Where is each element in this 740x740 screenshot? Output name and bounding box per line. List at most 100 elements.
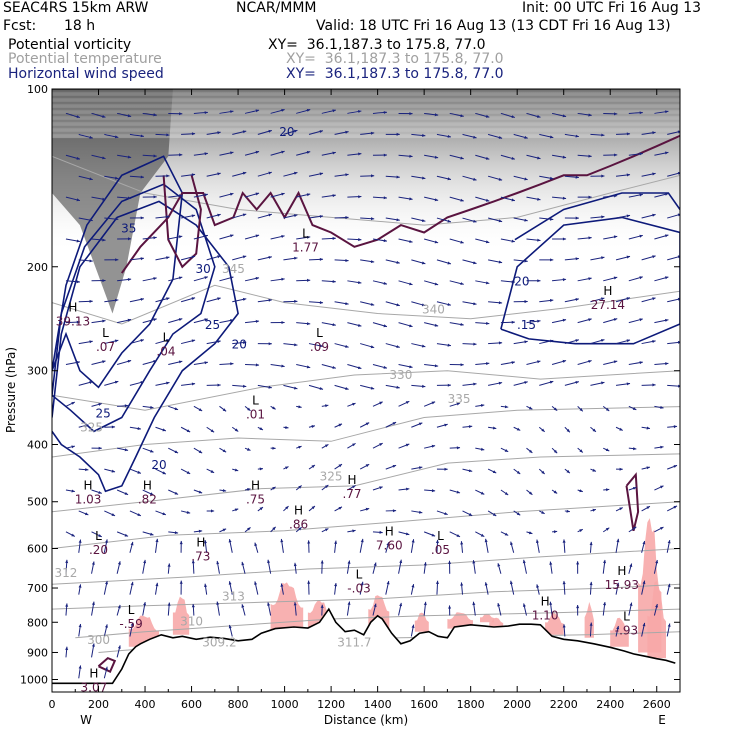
wind-vector-head: [373, 603, 377, 608]
wind-vector-head: [84, 424, 89, 428]
pv-extremum-kind: H: [294, 504, 303, 518]
wind-vector-head: [516, 512, 521, 516]
wind-vector-head: [639, 234, 643, 238]
wind-vector-head: [601, 174, 605, 178]
wind-vector-head: [392, 509, 397, 513]
terrain: [52, 607, 680, 692]
wind-vector-head: [497, 603, 501, 607]
wind-vector-head: [579, 408, 583, 412]
pv-extremum-kind: H: [348, 473, 357, 487]
wind-vector-head: [473, 135, 477, 139]
wind-vector-head: [243, 384, 247, 388]
wind-vector-head: [140, 175, 144, 179]
wind-vector-head: [128, 237, 132, 241]
pv-contour: [120, 134, 680, 274]
wind-vector-head: [431, 401, 436, 405]
wind-vector-head: [447, 343, 451, 347]
wind-vector-head: [268, 256, 272, 259]
wind-vector-head: [626, 297, 630, 301]
wind-vector-head: [537, 238, 541, 242]
wind-vector-head: [537, 360, 541, 364]
field-name-wind: Horizontal wind speed: [8, 66, 164, 82]
theta-contour-label: 311.7: [337, 636, 371, 650]
pv-extremum-kind: L: [102, 326, 109, 340]
wind-vector-head: [217, 213, 221, 217]
wind-vector-head: [588, 154, 592, 158]
high-pv-patch: [480, 613, 494, 623]
wind-vector-head: [137, 470, 141, 474]
wind-vector-head: [655, 560, 659, 564]
wind-vector-head: [447, 134, 451, 138]
wind-vector-head: [472, 601, 476, 606]
wind-vector-head: [667, 540, 671, 544]
wind-vector-head: [632, 407, 637, 410]
wind-vector-head: [347, 601, 351, 605]
wind-vector-head: [492, 513, 497, 516]
wind-vector-head: [460, 541, 464, 545]
wind-vector-head: [639, 193, 643, 197]
wind-vector-head: [677, 340, 680, 344]
wind-vector-head: [319, 301, 323, 305]
wind-vector-head: [174, 491, 179, 495]
wind-vector-head: [298, 485, 302, 489]
wind-vector-head: [504, 532, 509, 536]
pv-extremum-value: 1.10: [532, 608, 559, 622]
wind-vector-head: [311, 465, 315, 468]
x-tick-label: 0: [49, 698, 56, 711]
wind-vector-head: [281, 321, 285, 324]
wind-vector-head: [357, 366, 362, 370]
y-tick-label: 500: [27, 496, 48, 509]
pv-extremum-value: .05: [431, 543, 450, 557]
wind-vector-head: [588, 195, 592, 199]
wind-vector-head: [153, 236, 157, 240]
wind-vector-head: [511, 280, 515, 284]
wind-vector-head: [281, 277, 285, 281]
wind-vector-head: [575, 381, 579, 384]
wind-vector-head: [167, 563, 171, 567]
wind-vector-head: [665, 362, 669, 366]
wind-vector-head: [268, 385, 272, 389]
wind-vector-head: [575, 339, 579, 342]
wind-vector-head: [601, 133, 605, 137]
wind-vector-head: [485, 114, 490, 118]
wind-vector-head: [102, 114, 106, 118]
wind-vector-head: [114, 135, 119, 139]
wind-vector-head: [529, 491, 533, 495]
wind-vector-head: [473, 261, 477, 265]
wind-vector-head: [255, 192, 260, 196]
wind-speed-label: 20: [151, 458, 166, 472]
wind-vector-head: [345, 259, 349, 262]
wind-vector-head: [311, 506, 315, 510]
wind-vector-head: [383, 153, 387, 157]
wind-vector-head: [332, 366, 336, 369]
wind-vector-head: [575, 298, 579, 301]
wind-vector-head: [150, 532, 154, 536]
wind-vector-head: [537, 114, 541, 118]
wind-vector-head: [486, 321, 490, 325]
wind-vector-head: [166, 215, 170, 219]
wind-vector-head: [562, 155, 567, 159]
wind-vector-head: [411, 584, 415, 588]
y-tick-label: 1000: [20, 673, 48, 686]
wind-vector-head: [516, 470, 521, 474]
wind-vector-head: [456, 534, 460, 537]
wind-vector-head: [143, 559, 147, 564]
wind-vector-head: [150, 492, 154, 496]
wind-vector-head: [117, 645, 121, 649]
wind-vector-head: [575, 134, 579, 138]
wind-vector-head: [242, 213, 247, 217]
wind-vector-head: [619, 467, 623, 471]
wind-vector-head: [247, 447, 251, 451]
y-axis-label: Pressure (hPa): [4, 347, 18, 433]
wind-vector-head: [371, 217, 375, 221]
wind-vector-head: [619, 427, 623, 431]
wind-vector-head: [575, 216, 579, 220]
wind-vector-head: [140, 381, 144, 384]
wind-vector-head: [338, 464, 342, 468]
pv-extremum-value: .01: [246, 408, 265, 422]
y-tick-label: 600: [27, 542, 48, 555]
wind-vector-head: [150, 449, 154, 453]
x-axis-east-label: E: [658, 713, 666, 727]
wind-vector-head: [549, 176, 554, 180]
